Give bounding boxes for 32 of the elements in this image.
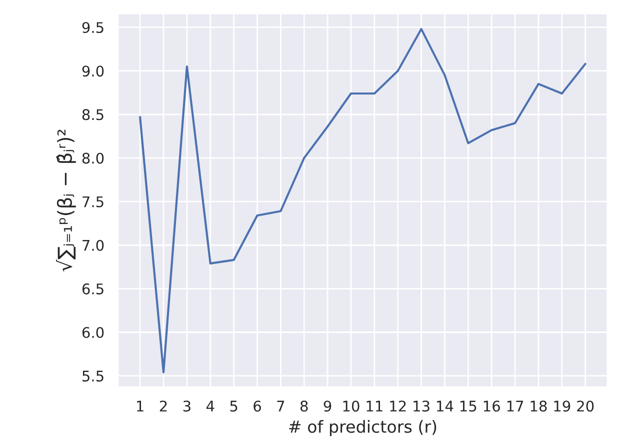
x-tick-label: 17	[507, 400, 524, 412]
x-tick-label: 4	[206, 400, 214, 412]
x-tick-label: 13	[414, 400, 430, 412]
x-tick-label: 6	[254, 400, 261, 412]
x-tick-label: 1	[137, 400, 144, 412]
x-tick-label: 20	[577, 400, 594, 412]
x-tick-label: 9	[324, 400, 332, 412]
y-tick-label: 5.5	[82, 370, 104, 382]
y-tick-label: 6.5	[82, 283, 104, 294]
x-tick-label: 16	[484, 400, 500, 412]
x-tick-label: 11	[366, 400, 382, 412]
y-tick-label: 8.0	[82, 152, 104, 164]
y-tick-label: 9.0	[82, 66, 104, 77]
y-tick-label: 7.0	[82, 240, 104, 251]
x-tick-label: 15	[460, 400, 476, 412]
x-tick-label: 2	[160, 400, 167, 412]
y-tick-label: 7.5	[82, 196, 104, 208]
x-tick-label: 8	[300, 400, 308, 412]
y-tick-label: 8.5	[82, 109, 104, 120]
x-tick-label: 3	[183, 400, 190, 412]
x-axis-title: # of predictors (r)	[289, 420, 436, 436]
x-tick-label: 12	[390, 400, 406, 412]
x-tick-label: 18	[530, 400, 547, 412]
line-series	[139, 28, 586, 374]
x-tick-label: 5	[230, 400, 238, 412]
x-tick-label: 19	[554, 400, 570, 412]
y-tick-label: 9.5	[82, 22, 104, 34]
x-tick-label: 14	[437, 400, 454, 412]
y-axis-title: √∑ⱼ₌₁ᵖ(βⱼ − β̂ⱼʳ)²	[56, 130, 76, 272]
x-tick-label: 10	[343, 400, 360, 412]
y-tick-label: 6.0	[82, 326, 104, 338]
x-tick-label: 7	[277, 400, 284, 412]
